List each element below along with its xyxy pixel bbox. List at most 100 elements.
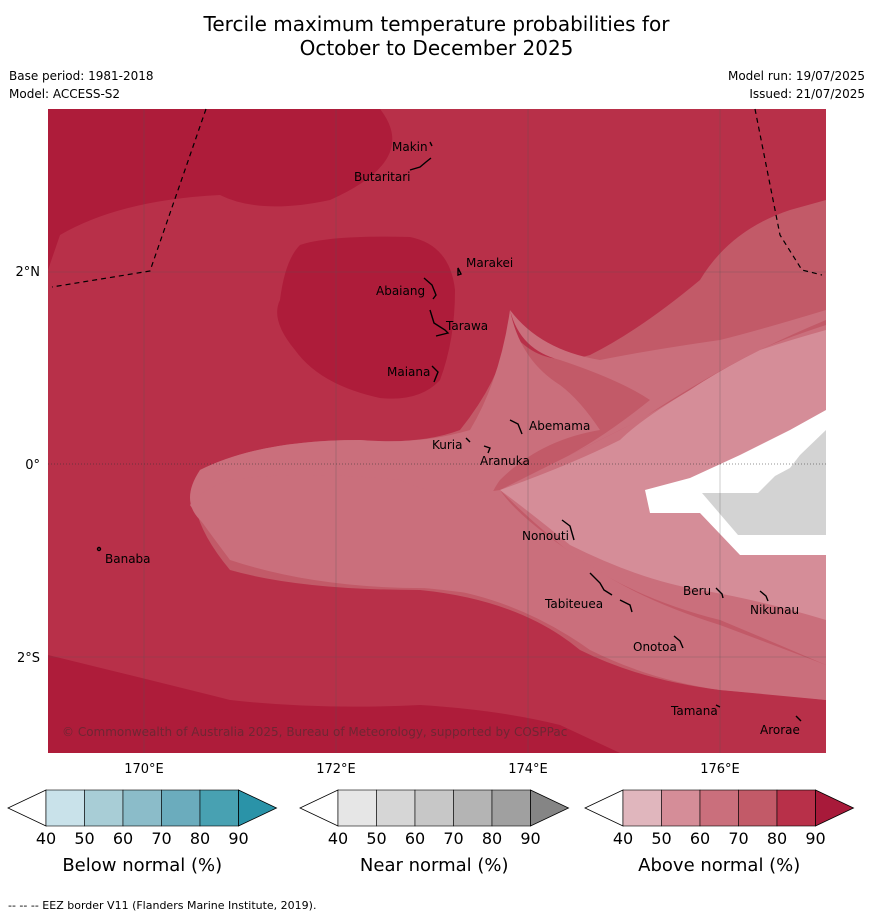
eez-footnote: -- -- -- EEZ border V11 (Flanders Marine… [8,899,317,912]
meta-right: Model run: 19/07/2025 Issued: 21/07/2025 [728,67,865,103]
graticule [48,109,826,753]
island-kuria [465,437,471,443]
eez-border-east [754,108,823,276]
issued-date: Issued: 21/07/2025 [749,87,865,101]
islands [96,141,802,722]
colorbar-under-triangle [7,789,47,827]
colorbar-tick-label: 40 [36,829,56,848]
island-maiana [431,365,439,383]
colorbar-over-triangle [815,789,855,827]
colorbar-tick-label: 70 [728,829,748,848]
colorbar-tick-label: 90 [520,829,540,848]
colorbar-below: 40 50 60 70 80 90 Below normal (%) [7,789,278,876]
lon-label-174e: 174°E [508,762,548,777]
place-label-aranuka: Aranuka [480,454,530,468]
island-banaba [96,546,102,552]
place-label-tamana: Tamana [670,704,718,718]
colorbar-swatch [738,789,778,827]
model-run: Model run: 19/07/2025 [727,69,865,83]
colorbar-tick-label: 60 [405,829,425,848]
island-makin [429,141,433,147]
island-butaritari [409,157,432,171]
island-abemama [509,419,523,435]
colorbar-swatch [699,789,739,827]
place-label-butaritari: Butaritari [354,170,411,184]
colorbar-title: Above normal (%) [638,855,800,876]
island-onotoa [673,635,684,649]
colorbar-tick-label: 50 [74,829,94,848]
colorbar-swatch [491,789,531,827]
place-label-beru: Beru [683,584,711,598]
colorbar-over-triangle [530,789,570,827]
island-marakei [457,267,462,276]
colorbar-over-triangle [238,789,278,827]
colorbar-tick-label: 50 [651,829,671,848]
colorbar-swatch [414,789,454,827]
place-label-tarawa: Tarawa [445,319,488,333]
place-label-nikunau: Nikunau [750,603,799,617]
colorbar-tick-label: 60 [690,829,710,848]
island-aranuka [483,445,491,454]
colorbar-swatch [661,789,701,827]
field-near-normal-50 [702,430,826,535]
lon-label-172e: 172°E [316,762,356,777]
place-label-marakei: Marakei [466,256,513,270]
colorbar-title: Near normal (%) [360,855,509,876]
colorbar-swatch [199,789,239,827]
colorbar-under-triangle [584,789,624,827]
place-label-banaba: Banaba [105,552,151,566]
colorbars: 40 50 60 70 80 90 Below normal (%) 40 50 60 70 80 90… [7,789,855,876]
island-abaiang [423,277,437,300]
place-label-makin: Makin [392,140,428,154]
colorbar-above: 40 50 60 70 80 90 Above normal (%) [584,789,855,876]
colorbar-swatch [122,789,162,827]
eez-border-west [51,108,207,288]
field-60-band [190,310,826,700]
place-label-abaiang: Abaiang [376,284,425,298]
colorbar-tick-label: 60 [113,829,133,848]
colorbar-tick-label: 90 [805,829,825,848]
island-arorae [795,715,802,722]
island-tabiteuea-north [589,572,613,596]
colorbar-tick-label: 80 [482,829,502,848]
colorbar-swatch [376,789,416,827]
field-90-top [48,109,393,270]
colorbar-tick-label: 50 [366,829,386,848]
probability-fields [48,109,826,753]
colorbar-tick-label: 40 [613,829,633,848]
island-tamana [715,704,721,708]
colorbar-near: 40 50 60 70 80 90 Near normal (%) [299,789,570,876]
island-tarawa [429,309,450,337]
colorbar-swatch [337,789,377,827]
place-label-tabiteuea: Tabiteuea [544,597,603,611]
colorbar-tick-label: 80 [190,829,210,848]
place-label-arorae: Arorae [760,723,800,737]
colorbar-swatch [453,789,493,827]
title-line-1: Tercile maximum temperature probabilitie… [203,12,670,36]
colorbar-swatch [776,789,816,827]
map-title: Tercile maximum temperature probabilitie… [0,12,873,60]
colorbar-under-triangle [299,789,339,827]
place-label-abemama: Abemama [529,419,590,433]
lat-label-2n: 2°N [16,265,41,280]
colorbar-swatch [45,789,85,827]
colorbar-tick-label: 40 [328,829,348,848]
colorbar-tick-label: 70 [151,829,171,848]
copyright-notice: © Commonwealth of Australia 2025, Bureau… [62,725,567,739]
island-beru [715,587,724,599]
place-label-onotoa: Onotoa [633,640,677,654]
title-line-2: October to December 2025 [299,36,574,60]
lat-label-0: 0° [25,458,40,473]
place-label-nonouti: Nonouti [522,529,569,543]
island-tabiteuea-south [619,599,633,613]
lon-label-176e: 176°E [700,762,740,777]
field-90-core [277,236,455,399]
colorbar-title: Below normal (%) [62,855,222,876]
base-period: Base period: 1981-2018 [9,69,154,83]
colorbar-tick-label: 80 [767,829,787,848]
place-label-maiana: Maiana [387,365,430,379]
field-90-bottom [48,655,620,753]
eez-borders [51,108,823,288]
island-nikunau [759,590,769,602]
place-label-kuria: Kuria [432,438,463,452]
